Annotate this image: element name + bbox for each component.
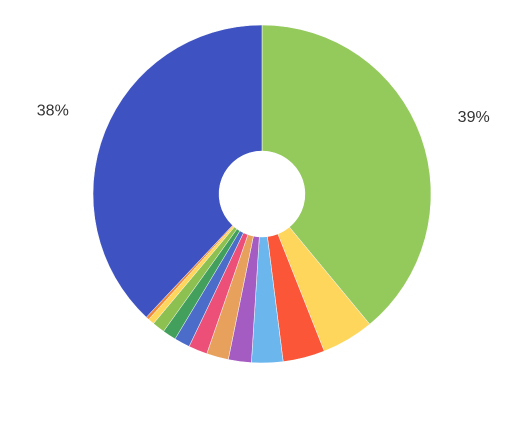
data-label: 39% <box>458 109 490 126</box>
slice <box>92 24 263 318</box>
slice <box>261 24 432 325</box>
data-label: 38% <box>37 102 69 119</box>
